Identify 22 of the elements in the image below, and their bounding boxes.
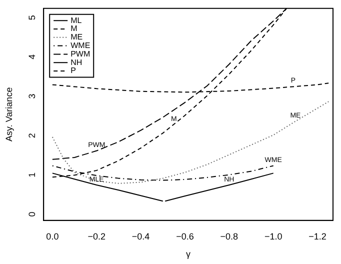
legend-label: ML bbox=[70, 16, 82, 25]
legend-label: M bbox=[70, 24, 78, 34]
x-tick-label: −0.4 bbox=[132, 231, 150, 242]
x-tick-label: −1.2 bbox=[308, 231, 326, 242]
y-tick-label: 4 bbox=[27, 54, 38, 60]
x-tick-label: −0.8 bbox=[220, 231, 238, 242]
x-tick-label: −0.6 bbox=[176, 231, 194, 242]
legend-label: ME bbox=[70, 32, 83, 42]
x-tick-label: −1.0 bbox=[264, 231, 282, 242]
y-tick-label: 2 bbox=[27, 133, 38, 138]
legend-label: P bbox=[70, 66, 76, 76]
y-tick-label: 3 bbox=[27, 94, 38, 99]
x-tick-label: 0.0 bbox=[46, 231, 59, 242]
legend-label: PWM bbox=[70, 49, 90, 58]
y-tick-label: 1 bbox=[27, 172, 38, 178]
legend-label: WME bbox=[70, 41, 90, 50]
x-axis-title: γ bbox=[186, 249, 192, 260]
y-tick-label: 0 bbox=[27, 212, 38, 217]
x-tick-label: −0.2 bbox=[88, 231, 106, 242]
y-axis-title: Asy. Variance bbox=[4, 87, 14, 142]
y-tick-label: 5 bbox=[27, 15, 38, 20]
legend-label: NH bbox=[70, 58, 82, 67]
